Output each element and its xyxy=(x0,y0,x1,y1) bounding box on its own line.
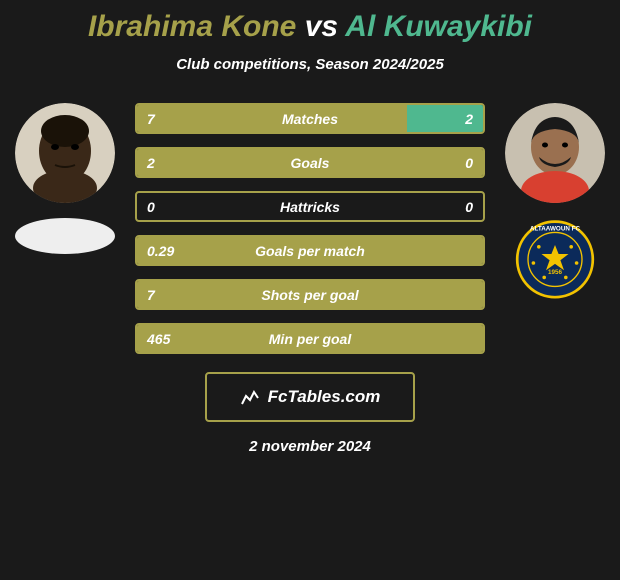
vs-text: vs xyxy=(305,10,338,43)
stat-row: 465 Min per goal xyxy=(135,323,485,354)
stat-row: 7 Shots per goal xyxy=(135,279,485,310)
stats-container: 7 Matches 2 2 Goals 0 0 Hattricks 0 0.29 Goals per… xyxy=(135,103,485,354)
right-side: ALTAAWOUN FC 1956 xyxy=(505,103,605,308)
footer-brand-text: FcTables.com xyxy=(268,387,381,407)
player2-avatar xyxy=(505,103,605,203)
stat-row: 0 Hattricks 0 xyxy=(135,191,485,222)
player2-name: Al Kuwaykibi xyxy=(345,10,532,43)
brand-icon xyxy=(240,386,262,408)
stat-value-left: 465 xyxy=(147,331,170,347)
player2-avatar-svg xyxy=(505,103,605,203)
stat-value-left: 7 xyxy=(147,111,155,127)
player1-avatar xyxy=(15,103,115,203)
club-name-text: ALTAAWOUN FC xyxy=(530,226,581,233)
subtitle: Club competitions, Season 2024/2025 xyxy=(0,56,620,73)
stat-label: Matches xyxy=(282,111,338,127)
stat-label: Hattricks xyxy=(280,199,340,215)
stat-value-left: 2 xyxy=(147,155,155,171)
club-year-text: 1956 xyxy=(548,269,563,276)
stat-fill-left xyxy=(137,105,407,132)
stat-row: 0.29 Goals per match xyxy=(135,235,485,266)
stat-value-left: 7 xyxy=(147,287,155,303)
club-crest-svg: ALTAAWOUN FC 1956 xyxy=(505,218,605,308)
stat-label: Shots per goal xyxy=(261,287,358,303)
stat-row: 2 Goals 0 xyxy=(135,147,485,178)
stat-label: Goals xyxy=(291,155,330,171)
comparison-title: Ibrahima Kone vs Al Kuwaykibi xyxy=(0,10,620,44)
player1-avatar-svg xyxy=(15,103,115,203)
footer-date: 2 november 2024 xyxy=(0,438,620,455)
stat-label: Goals per match xyxy=(255,243,365,259)
stat-label: Min per goal xyxy=(269,331,351,347)
footer-brand-badge: FcTables.com xyxy=(205,372,415,422)
stat-row: 7 Matches 2 xyxy=(135,103,485,134)
stat-value-right: 0 xyxy=(465,199,473,215)
left-side xyxy=(15,103,115,254)
player1-name: Ibrahima Kone xyxy=(88,10,296,43)
player2-club-logo: ALTAAWOUN FC 1956 xyxy=(505,218,605,308)
stat-value-left: 0 xyxy=(147,199,155,215)
stat-value-left: 0.29 xyxy=(147,243,174,259)
stat-value-right: 0 xyxy=(465,155,473,171)
stat-value-right: 2 xyxy=(465,111,473,127)
player1-club-logo xyxy=(15,218,115,254)
